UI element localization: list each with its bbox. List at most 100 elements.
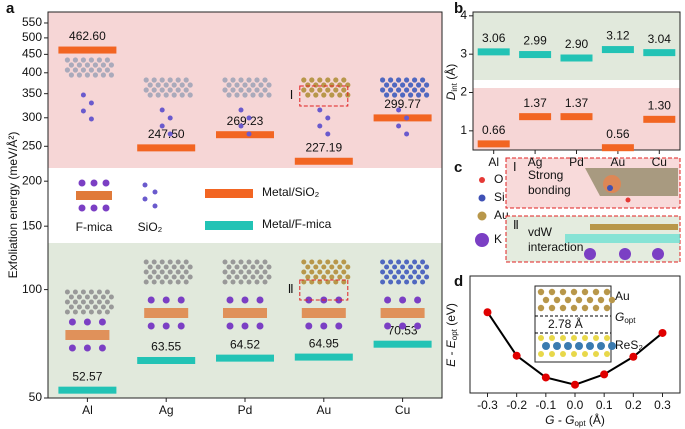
value-label: 64.95 (309, 336, 339, 350)
level-bar (560, 54, 593, 62)
structure-atom (183, 259, 189, 265)
structure-atom (226, 264, 232, 270)
structure-atom (102, 179, 110, 187)
value-label: 3.04 (648, 32, 672, 46)
structure-atom (564, 342, 572, 350)
structure-atom (380, 77, 386, 83)
structure-atom (325, 77, 331, 83)
structure-atom (254, 77, 260, 83)
y-tick-label: 250 (22, 138, 42, 152)
x-tick-label: Al (82, 403, 93, 417)
label-part: opt (624, 316, 636, 325)
structure-atom (226, 82, 232, 88)
structure-atom (90, 204, 98, 212)
background-band (48, 12, 442, 168)
legend-label: Metal/F-mica (262, 217, 332, 231)
level-bar (643, 49, 676, 57)
structure-atom (266, 274, 272, 280)
structure-atom (167, 279, 173, 285)
panel-label: d (454, 273, 463, 290)
structure-atom (230, 269, 236, 275)
background-band (473, 12, 680, 80)
structure-atom (143, 77, 149, 83)
structure-atom (604, 351, 610, 357)
structure-atom (68, 304, 74, 310)
structure-atom (76, 62, 82, 68)
structure-atom (142, 196, 148, 202)
structure-atom (147, 264, 153, 270)
panel-label: a (6, 0, 15, 17)
structure-atom (420, 269, 426, 275)
structure-atom (309, 87, 315, 93)
structure-atom (163, 274, 169, 280)
structure-atom (88, 299, 94, 305)
structure-slab (144, 308, 189, 318)
structure-atom (163, 264, 169, 270)
structure-atom (317, 259, 323, 265)
structure-atom (553, 342, 561, 350)
legend-swatch (205, 221, 253, 230)
point (483, 308, 492, 317)
structure-atom (177, 322, 185, 330)
structure-atom (72, 309, 78, 315)
structure-atom (108, 294, 114, 300)
structure-atom (581, 304, 589, 312)
structure-atom (593, 335, 599, 341)
structure-atom (416, 274, 422, 280)
structure-atom (84, 72, 90, 78)
legend-dot (475, 233, 489, 247)
structure-atom (68, 62, 74, 68)
structure-atom (234, 82, 240, 88)
structure-atom (424, 274, 430, 280)
structure-atom (159, 77, 165, 83)
structure-atom (341, 77, 347, 83)
structure-atom (246, 279, 252, 285)
structure-atom (78, 179, 86, 187)
structure-atom (171, 264, 177, 270)
structure (625, 197, 631, 203)
structure-atom (72, 289, 78, 295)
x-tick-label: 0.2 (625, 398, 642, 412)
structure-atom (187, 92, 193, 98)
value-label: 227.19 (305, 140, 342, 154)
level-bar (519, 51, 552, 59)
structure-atom (179, 264, 185, 270)
value-label: 64.52 (230, 337, 260, 351)
structure-atom (313, 264, 319, 270)
structure-atom (98, 318, 106, 326)
structure-atom (420, 87, 426, 93)
structure-atom (179, 274, 185, 280)
structure-atom (542, 342, 550, 350)
structure (603, 175, 621, 193)
box-numeral: Ⅱ (513, 218, 519, 232)
structure-atom (335, 296, 343, 304)
structure-atom (262, 279, 268, 285)
x-tick-label: Ag (528, 155, 543, 169)
structure-atom (155, 82, 161, 88)
structure-atom (226, 322, 234, 330)
label-part: (Å) (443, 64, 458, 83)
structure-atom (325, 87, 331, 93)
structure-atom (603, 304, 611, 312)
structure-atom (388, 259, 394, 265)
structure-atom (549, 351, 555, 357)
structure-atom (424, 264, 430, 270)
x-tick-label: Cu (395, 403, 410, 417)
structure-atom (183, 87, 189, 93)
structure-atom (175, 279, 181, 285)
value-label: 52.57 (72, 369, 102, 383)
structure-atom (246, 269, 252, 275)
structure-atom (404, 279, 410, 285)
legend-dot (479, 177, 485, 183)
structure-atom (80, 108, 86, 114)
structure-atom (412, 279, 418, 285)
structure-atom (163, 92, 169, 98)
structure-slab (76, 191, 112, 200)
structure-atom (167, 87, 173, 93)
structure (607, 185, 613, 191)
y-tick-label: 100 (22, 282, 42, 296)
point (541, 373, 550, 382)
structure-atom (250, 82, 256, 88)
structure-atom (98, 344, 106, 352)
